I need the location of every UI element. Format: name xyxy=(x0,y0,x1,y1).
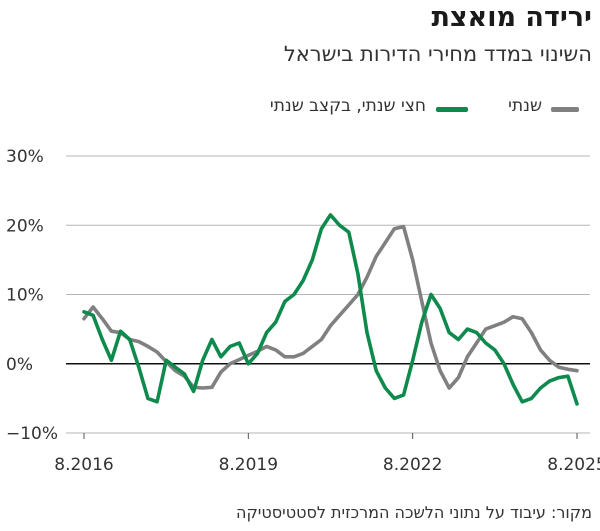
y-tick-label: 0% xyxy=(6,355,33,375)
x-tick-label: 8.2022 xyxy=(383,455,442,475)
legend-swatch-semi-annual xyxy=(436,107,468,112)
y-tick-label: −10% xyxy=(6,424,58,444)
legend-label-semi-annual: חצי שנתי, בקצב שנתי xyxy=(269,96,426,116)
x-tick-label: 8.2019 xyxy=(219,455,278,475)
chart-subtitle: השינוי במדד מחירי הדירות בישראל xyxy=(283,42,592,66)
x-tick-label: 8.2016 xyxy=(54,455,113,475)
series-line-semi-annual xyxy=(82,213,579,406)
x-tick-label: 8.2025 xyxy=(547,455,600,475)
source-note: מקור: עיבוד על נתוני הלשכה המרכזית לסטטי… xyxy=(235,503,592,522)
y-tick-label: 10% xyxy=(6,286,44,306)
chart-title: ירידה מואצת xyxy=(431,2,592,33)
y-tick-label: 30% xyxy=(6,147,44,167)
y-tick-label: 20% xyxy=(6,216,44,236)
legend-swatch-annual xyxy=(551,107,579,112)
legend-label-annual: שנתי xyxy=(508,96,542,116)
